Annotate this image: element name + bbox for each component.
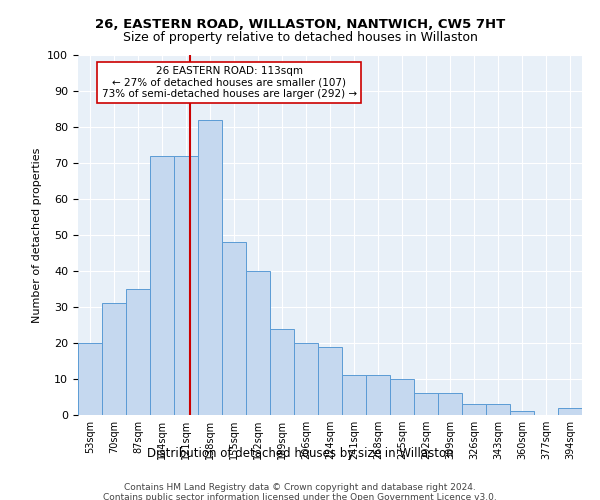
Bar	[462, 404, 486, 415]
Bar	[78, 343, 102, 415]
Bar	[174, 156, 198, 415]
Bar	[486, 404, 510, 415]
Bar	[510, 412, 534, 415]
Bar	[102, 304, 126, 415]
Bar	[558, 408, 582, 415]
Bar	[390, 379, 414, 415]
Text: 26 EASTERN ROAD: 113sqm
← 27% of detached houses are smaller (107)
73% of semi-d: 26 EASTERN ROAD: 113sqm ← 27% of detache…	[101, 66, 357, 99]
Text: Size of property relative to detached houses in Willaston: Size of property relative to detached ho…	[122, 31, 478, 44]
Bar	[414, 394, 438, 415]
Bar	[318, 346, 342, 415]
Bar	[222, 242, 246, 415]
Text: Contains HM Land Registry data © Crown copyright and database right 2024.
Contai: Contains HM Land Registry data © Crown c…	[103, 482, 497, 500]
Bar	[342, 376, 366, 415]
Bar	[438, 394, 462, 415]
Text: 26, EASTERN ROAD, WILLASTON, NANTWICH, CW5 7HT: 26, EASTERN ROAD, WILLASTON, NANTWICH, C…	[95, 18, 505, 30]
Bar	[198, 120, 222, 415]
Bar	[150, 156, 174, 415]
Y-axis label: Number of detached properties: Number of detached properties	[32, 148, 42, 322]
Bar	[366, 376, 390, 415]
Text: Distribution of detached houses by size in Willaston: Distribution of detached houses by size …	[146, 448, 454, 460]
Bar	[294, 343, 318, 415]
Bar	[126, 289, 150, 415]
Bar	[270, 328, 294, 415]
Bar	[246, 271, 270, 415]
